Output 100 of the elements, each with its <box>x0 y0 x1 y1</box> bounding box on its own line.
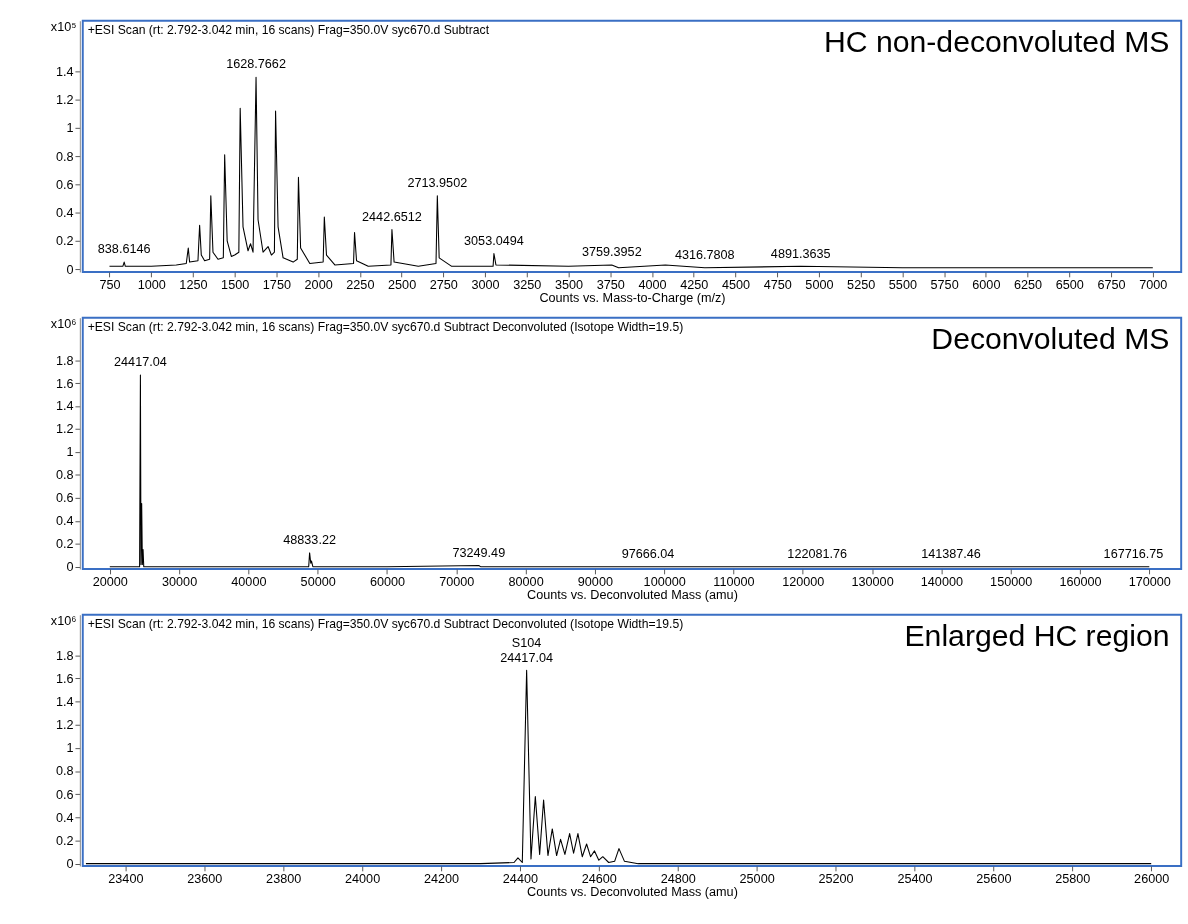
x-tick-label: 24000 <box>345 872 381 887</box>
x-tick-label: 5750 <box>930 278 959 293</box>
x-tick-label: 110000 <box>713 575 755 590</box>
annotation: 24417.04 <box>114 355 167 370</box>
y-tick-label: 0.6 <box>55 491 74 506</box>
annotation: 1628.7662 <box>226 57 286 72</box>
x-tick-label: 24400 <box>502 872 538 887</box>
x-tick-label: 5500 <box>888 278 917 293</box>
x-axis-title: Counts vs. Deconvoluted Mass (amu) <box>527 587 738 602</box>
y-tick-label: 1.2 <box>55 93 74 108</box>
x-tick-label: 6500 <box>1055 278 1084 293</box>
annotation: 141387.46 <box>921 546 981 561</box>
x-tick-label: 4500 <box>721 278 751 293</box>
y-tick-label: 0.4 <box>55 514 74 529</box>
y-tick-label: 1.6 <box>55 671 74 686</box>
x-tick-label: 7000 <box>1139 278 1168 293</box>
y-tick-label: 0.8 <box>55 149 74 164</box>
x-tick-label: 24800 <box>660 872 696 887</box>
x-tick-label: 25000 <box>739 872 775 887</box>
y-tick-label: 0.6 <box>55 787 74 802</box>
x-tick-label: 6000 <box>972 278 1001 293</box>
x-tick-label: 150000 <box>990 575 1033 590</box>
y-tick-label: 1.8 <box>55 648 74 663</box>
y-tick-label: 1 <box>66 741 74 756</box>
y-tick-label: 1 <box>66 121 74 136</box>
annotation: 97666.04 <box>621 546 675 561</box>
x-tick-label: 25800 <box>1055 872 1091 887</box>
chart-subtitle: +ESI Scan (rt: 2.792-3.042 min, 16 scans) Frag=350.0V syc670.d Subtract <box>87 23 490 38</box>
x-tick-label: 4750 <box>763 278 792 293</box>
y-tick-label: 0.8 <box>55 468 74 483</box>
annotation: S104 <box>511 635 542 650</box>
x-tick-label: 24200 <box>423 872 460 887</box>
annotation: 122081.76 <box>787 546 848 561</box>
chart-subtitle: +ESI Scan (rt: 2.792-3.042 min, 16 scans) Frag=350.0V syc670.d Subtract Deconvoluted (Isotope Width=19.5) <box>87 320 684 335</box>
x-tick-label: 3250 <box>513 278 542 293</box>
y-tick-label: 1.4 <box>55 64 74 79</box>
x-tick-label: 23600 <box>187 872 223 887</box>
x-tick-label: 130000 <box>851 575 894 590</box>
y-tick-label: 1.2 <box>55 422 74 437</box>
x-tick-label: 6250 <box>1014 278 1043 293</box>
x-tick-label: 1250 <box>179 278 208 293</box>
x-tick-label: 1750 <box>262 278 291 293</box>
x-tick-label: 4250 <box>680 278 709 293</box>
y-tick-label: 0 <box>66 560 74 575</box>
y-tick-label: 1.4 <box>55 694 74 709</box>
annotation: 4316.7808 <box>674 247 735 262</box>
annotation: 3053.0494 <box>464 233 524 248</box>
x-tick-label: 20000 <box>92 575 128 590</box>
annotation: 24417.04 <box>500 650 553 665</box>
chart-subtitle: +ESI Scan (rt: 2.792-3.042 min, 16 scans) Frag=350.0V syc670.d Subtract Deconvoluted (Isotope Width=19.5) <box>87 617 684 632</box>
annotation: 4891.3635 <box>770 246 831 261</box>
y-tick-label: 0.8 <box>55 764 74 779</box>
x-tick-label: 5250 <box>847 278 876 293</box>
y-tick-label: 0.6 <box>55 177 74 192</box>
x-tick-label: 30000 <box>162 575 198 590</box>
x-tick-label: 40000 <box>231 575 267 590</box>
x-tick-label: 50000 <box>300 575 336 590</box>
y-tick-label: 0 <box>66 262 74 277</box>
x-tick-label: 3750 <box>596 278 625 293</box>
x-tick-label: 25400 <box>897 872 933 887</box>
x-tick-label: 23400 <box>108 872 144 887</box>
x-tick-label: 6750 <box>1097 278 1126 293</box>
chart-title: HC non-deconvoluted MS <box>824 24 1170 58</box>
x-tick-label: 90000 <box>577 575 613 590</box>
x-tick-label: 120000 <box>782 575 825 590</box>
annotation: 2713.9502 <box>407 175 468 190</box>
x-tick-label: 5000 <box>805 278 834 293</box>
x-tick-label: 140000 <box>920 575 963 590</box>
y-tick-label: 0 <box>66 857 74 872</box>
y-tick-label: 0.4 <box>55 206 74 221</box>
x-tick-label: 60000 <box>369 575 406 590</box>
annotation: 838.6146 <box>97 242 151 257</box>
x-tick-label: 1000 <box>137 278 166 293</box>
x-tick-label: 750 <box>99 278 121 293</box>
x-tick-label: 2500 <box>388 278 417 293</box>
x-tick-label: 80000 <box>508 575 544 590</box>
chart-title: Deconvoluted MS <box>931 321 1170 355</box>
y-tick-label: 1.2 <box>55 718 74 733</box>
x-tick-label: 170000 <box>1128 575 1171 590</box>
y-tick-label: 1.4 <box>55 399 74 414</box>
x-tick-label: 2750 <box>429 278 458 293</box>
x-tick-label: 23800 <box>266 872 302 887</box>
x-tick-label: 26000 <box>1134 872 1170 887</box>
x-tick-label: 1500 <box>221 278 250 293</box>
annotation: 48833.22 <box>283 533 336 548</box>
annotation: 73249.49 <box>452 545 506 560</box>
x-tick-label: 100000 <box>643 575 686 590</box>
y-tick-label: 1.6 <box>55 376 74 391</box>
y-axis-title: x10⁶ <box>50 613 77 628</box>
line-series <box>85 669 1152 865</box>
y-tick-label: 1.8 <box>55 353 74 368</box>
x-tick-label: 4000 <box>638 278 667 293</box>
x-axis-title: Counts vs. Deconvoluted Mass (amu) <box>527 884 738 899</box>
annotation: 3759.3952 <box>581 245 642 260</box>
chart-title: Enlarged HC region <box>904 618 1170 652</box>
x-tick-label: 3000 <box>471 278 500 293</box>
x-tick-label: 160000 <box>1059 575 1102 590</box>
y-axis-title: x10⁶ <box>50 316 77 331</box>
y-tick-label: 0.4 <box>55 810 74 825</box>
x-tick-label: 25200 <box>818 872 854 887</box>
